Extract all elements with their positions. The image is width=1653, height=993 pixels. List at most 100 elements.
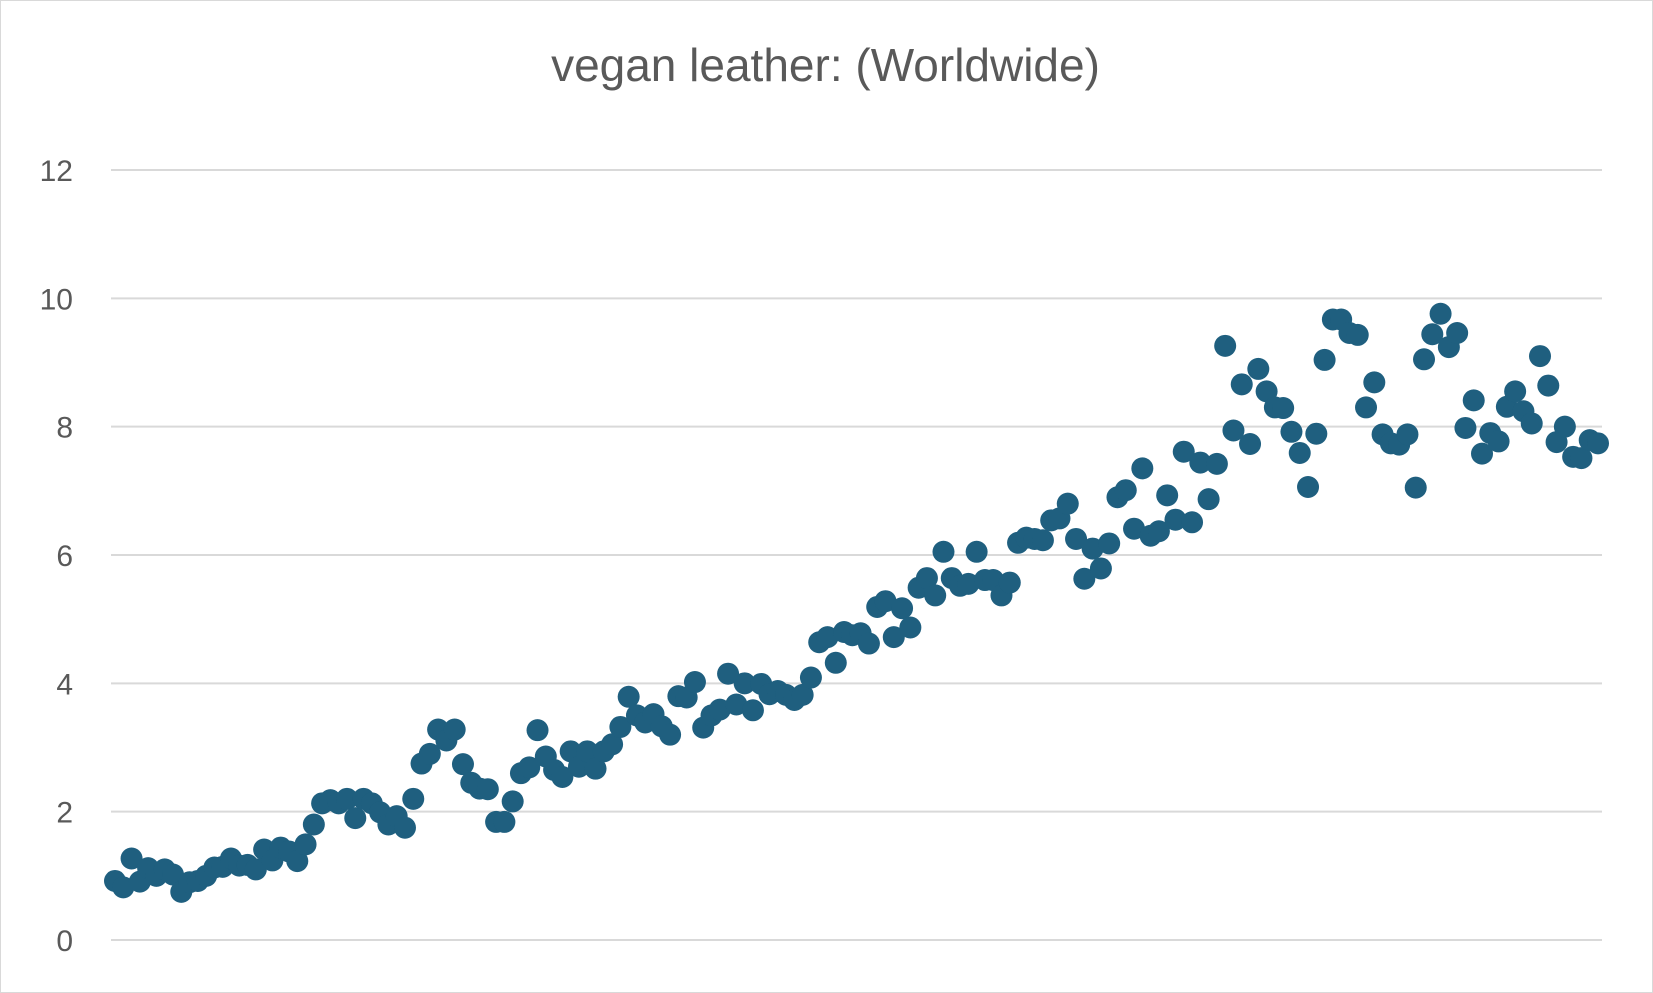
data-point [617,685,640,708]
data-point [1123,517,1146,540]
data-point [1172,440,1195,463]
data-point [998,571,1021,594]
data-point [161,863,184,886]
data-point [1570,447,1593,470]
data-point [1297,475,1320,498]
data-point [1529,345,1552,368]
data-point [244,858,267,881]
data-point [932,540,955,563]
data-point [1056,492,1079,515]
data-point [733,672,756,695]
data-point [1272,397,1295,420]
data-series [104,302,1609,903]
data-point [418,742,441,765]
y-tick-label: 12 [40,155,73,188]
data-point [1537,374,1560,397]
data-point [1313,348,1336,371]
data-point [659,723,682,746]
data-point [493,810,516,833]
data-point [1098,532,1121,555]
data-point [476,778,499,801]
data-point [1487,430,1510,453]
gridlines [111,169,1602,941]
data-point [1089,557,1112,580]
data-point [393,816,416,839]
data-point [1147,520,1170,543]
data-point [1421,323,1444,346]
data-point [1031,529,1054,552]
data-point [1413,348,1436,371]
data-point [741,699,764,722]
data-point [1197,488,1220,511]
chart-title: vegan leather: (Worldwide) [551,39,1100,91]
data-point [882,626,905,649]
y-tick-label: 0 [56,925,73,958]
data-point [1247,357,1270,380]
data-point [302,813,325,836]
data-point [924,584,947,607]
data-point [1305,422,1328,445]
data-point [725,693,748,716]
data-point [708,698,731,721]
data-point [1553,415,1576,438]
data-point [1114,479,1137,502]
data-point [1288,441,1311,464]
data-point [1446,321,1469,344]
data-point [601,733,624,756]
data-point [451,753,474,776]
data-point [1355,396,1378,419]
data-point [1520,412,1543,435]
data-point [1396,423,1419,446]
data-point [799,666,822,689]
data-point [899,616,922,639]
data-point [791,683,814,706]
data-point [344,807,367,830]
data-point [857,632,880,655]
y-tick-label: 2 [56,797,73,830]
data-point [1222,419,1245,442]
data-point [1404,476,1427,499]
data-point [1230,373,1253,396]
data-point [1346,323,1369,346]
data-point [891,597,914,620]
data-point [294,833,317,856]
data-point [1587,432,1609,455]
y-tick-label: 4 [56,668,73,701]
data-point [501,790,524,813]
y-tick-label: 10 [40,283,73,316]
data-point [816,626,839,649]
y-tick-label: 8 [56,412,73,445]
data-point [915,567,938,590]
data-point [683,671,706,694]
data-point [609,715,632,738]
data-point [1065,527,1088,550]
data-point [1239,432,1262,455]
data-point [443,718,466,741]
data-point [874,590,897,613]
data-point [518,756,541,779]
data-point [584,757,607,780]
data-point [1181,511,1204,534]
data-point [1363,371,1386,394]
data-point [1073,567,1096,590]
data-point [1280,420,1303,443]
data-point [335,787,358,810]
data-point [1156,484,1179,507]
data-point [1081,537,1104,560]
data-point [965,540,988,563]
data-point [1189,451,1212,474]
data-point [1454,416,1477,439]
data-point [1429,302,1452,325]
data-point [526,719,549,742]
data-point [1462,389,1485,412]
data-point [824,651,847,674]
y-tick-label: 6 [56,540,73,573]
data-point [112,876,135,899]
y-axis-tick-labels: 0 2 4 6 8 10 12 [40,155,73,958]
data-point [1504,380,1527,403]
data-point [120,847,143,870]
data-point [1131,457,1154,480]
data-point [1214,334,1237,357]
data-point [576,740,599,763]
